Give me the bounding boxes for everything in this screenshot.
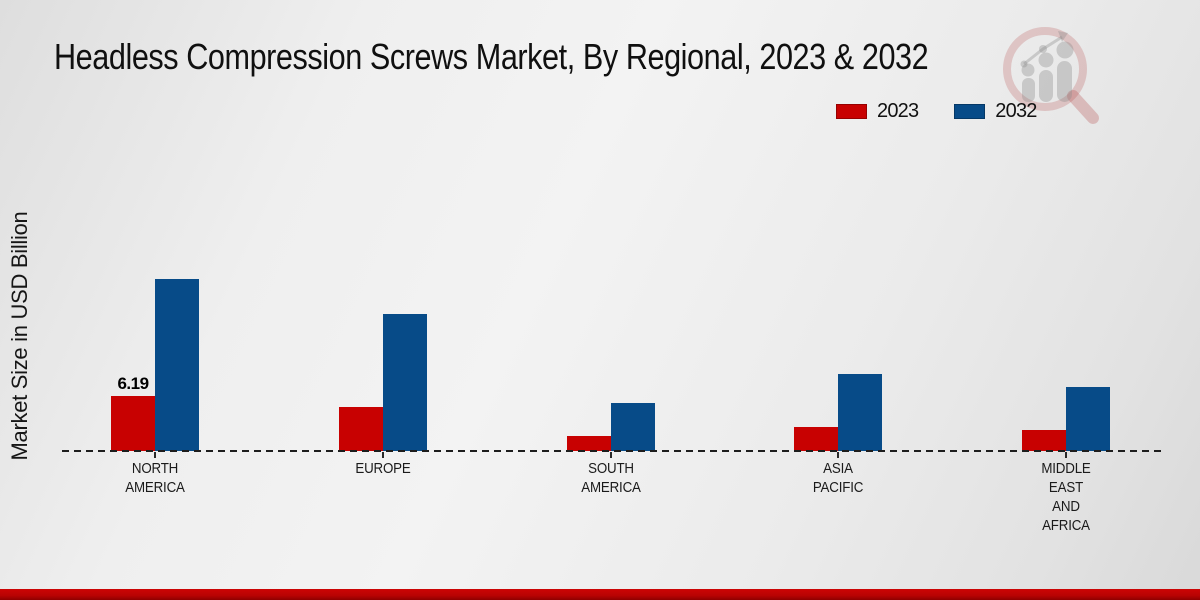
- bar-2032-region-2: [611, 403, 655, 451]
- legend-item-2023: 2023: [836, 100, 919, 123]
- category-label: NORTH AMERICA: [125, 461, 185, 496]
- legend: 2023 2032: [836, 100, 1037, 123]
- bar-2023-region-0: [111, 396, 155, 451]
- legend-item-2032: 2032: [954, 100, 1037, 123]
- category-label: ASIA PACIFIC: [812, 461, 864, 496]
- x-axis-baseline: [62, 450, 1162, 452]
- legend-swatch-2032-icon: [954, 104, 986, 119]
- category-label: SOUTH AMERICA: [581, 461, 641, 496]
- bar-2032-region-1: [383, 314, 427, 451]
- category-label: EUROPE: [355, 461, 411, 477]
- category-label: MIDDLE EAST AND AFRICA: [1041, 461, 1091, 534]
- bar-2023-region-3: [794, 427, 838, 451]
- bar-2023-region-1: [339, 407, 383, 451]
- magnifier-bar-chart-logo-icon: [1003, 27, 1099, 124]
- x-axis-tick: [610, 452, 612, 458]
- legend-label-2032: 2032: [995, 100, 1037, 122]
- bar-2032-region-3: [838, 374, 882, 451]
- x-axis-tick: [837, 452, 839, 458]
- bar-2023-region-2: [567, 436, 611, 451]
- x-axis-tick: [1065, 452, 1067, 458]
- bar-2032-region-0: [155, 279, 199, 451]
- bar-value-label: 6.19: [117, 374, 149, 393]
- y-axis-label: Market Size in USD Billion: [7, 211, 32, 461]
- bar-2023-region-4: [1022, 430, 1066, 451]
- x-axis-tick: [382, 452, 384, 458]
- legend-swatch-2023-icon: [836, 104, 867, 119]
- legend-label-2023: 2023: [877, 100, 919, 122]
- x-axis-tick: [154, 452, 156, 458]
- footer-accent-bar: [0, 589, 1200, 600]
- chart-title: Headless Compression Screws Market, By R…: [54, 36, 929, 77]
- bar-2032-region-4: [1066, 387, 1110, 451]
